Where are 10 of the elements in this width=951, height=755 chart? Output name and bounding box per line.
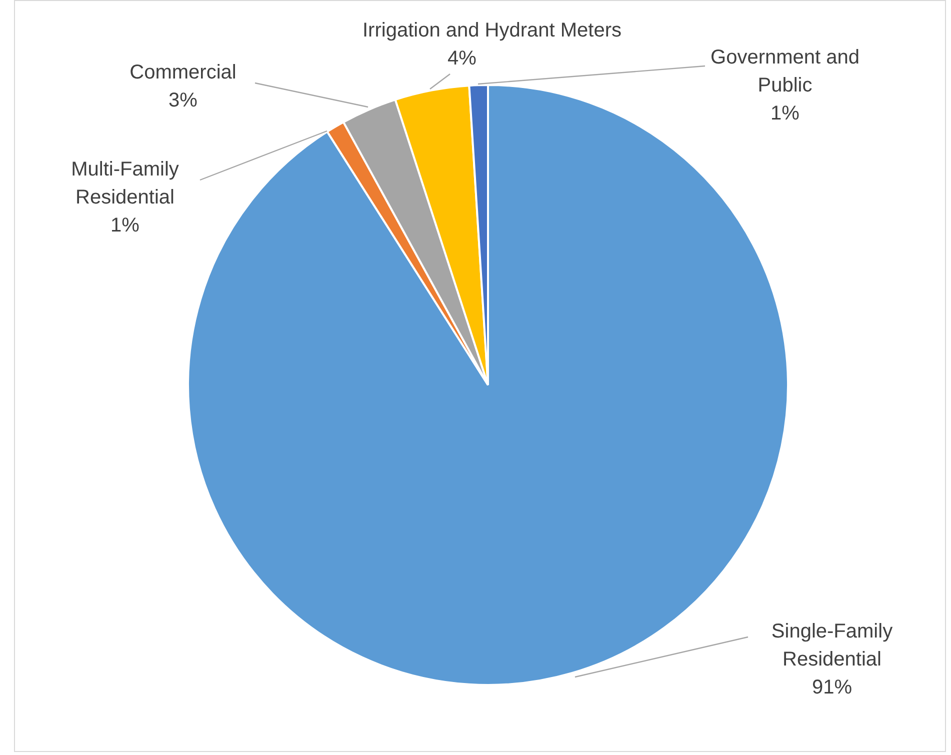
data-label: 1% [110,214,140,237]
slice-label: Government and Public [710,46,860,97]
slice-label: Commercial [130,62,236,84]
data-label: 1% [770,102,800,125]
slice-label: Multi-Family Residential [71,158,179,209]
data-label: 3% [168,90,198,112]
slice-label: Irrigation and Hydrant Meters [362,20,622,42]
data-label: 91% [812,676,852,699]
slice-label: Single-Family Residential [771,620,893,671]
data-label: 4% [448,48,477,70]
